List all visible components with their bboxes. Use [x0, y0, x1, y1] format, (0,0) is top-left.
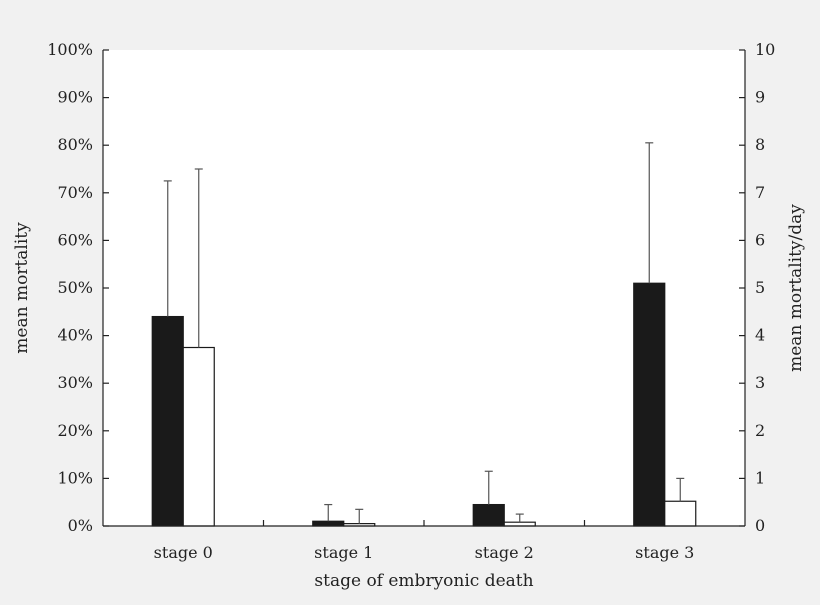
right-y-tick-label: 4 [755, 326, 765, 345]
right-y-tick-label: 1 [755, 468, 765, 487]
left-y-tick-label: 50% [57, 278, 93, 297]
left-y-axis-label: mean mortality [12, 222, 32, 354]
left-y-tick-label: 20% [57, 421, 93, 440]
x-tick-label: stage 2 [475, 543, 534, 562]
bar-series [151, 142, 697, 527]
right-y-tick-label: 10 [755, 40, 775, 59]
left-y-axis-ticks: 0% 10% 20% 30% 40% 50% 60% 70% 80% 90% 100% [47, 40, 109, 535]
mortality-per-day-error-bar [194, 168, 203, 348]
mortality-bar [312, 520, 345, 527]
mortality-per-day-error-bar [676, 477, 685, 502]
left-y-tick-label: 90% [57, 88, 93, 107]
right-y-tick-label: 9 [755, 88, 765, 107]
left-y-tick-label: 40% [57, 326, 93, 345]
x-axis-label: stage of embryonic death [314, 571, 533, 591]
right-y-tick-label: 6 [755, 230, 765, 249]
x-axis-ticks: stage 0 stage 1 stage 2 stage 3 [154, 520, 694, 562]
mortality-bar [633, 282, 666, 527]
right-y-tick-label: 2 [755, 421, 765, 440]
right-y-tick-label: 0 [755, 516, 765, 535]
mortality-error-bar [484, 470, 493, 505]
mortality-per-day-error-bar [355, 508, 364, 524]
right-y-tick-label: 7 [755, 183, 765, 202]
x-tick-label: stage 3 [635, 543, 694, 562]
mortality-per-day-bar [664, 500, 697, 527]
left-y-tick-label: 0% [68, 516, 93, 535]
mortality-bar [472, 503, 505, 527]
left-y-tick-label: 100% [47, 40, 93, 59]
right-y-tick-label: 5 [755, 278, 765, 297]
right-y-axis-label: mean mortality/day [786, 204, 806, 372]
mortality-per-day-error-bar [515, 513, 524, 523]
mortality-bar [151, 315, 184, 527]
x-tick-label: stage 0 [154, 543, 213, 562]
mortality-error-bar [645, 142, 654, 284]
right-y-tick-label: 8 [755, 135, 765, 154]
x-tick-label: stage 1 [314, 543, 373, 562]
left-y-tick-label: 60% [57, 230, 93, 249]
left-y-tick-label: 30% [57, 373, 93, 392]
left-y-tick-label: 80% [57, 135, 93, 154]
left-y-tick-label: 10% [57, 468, 93, 487]
right-y-axis-ticks: 0 1 2 3 4 5 6 7 8 9 10 [739, 40, 775, 535]
right-y-tick-label: 3 [755, 373, 765, 392]
mortality-error-bar [324, 503, 333, 522]
mortality-per-day-bar [182, 346, 215, 527]
mortality-error-bar [163, 180, 172, 317]
left-y-tick-label: 70% [57, 183, 93, 202]
